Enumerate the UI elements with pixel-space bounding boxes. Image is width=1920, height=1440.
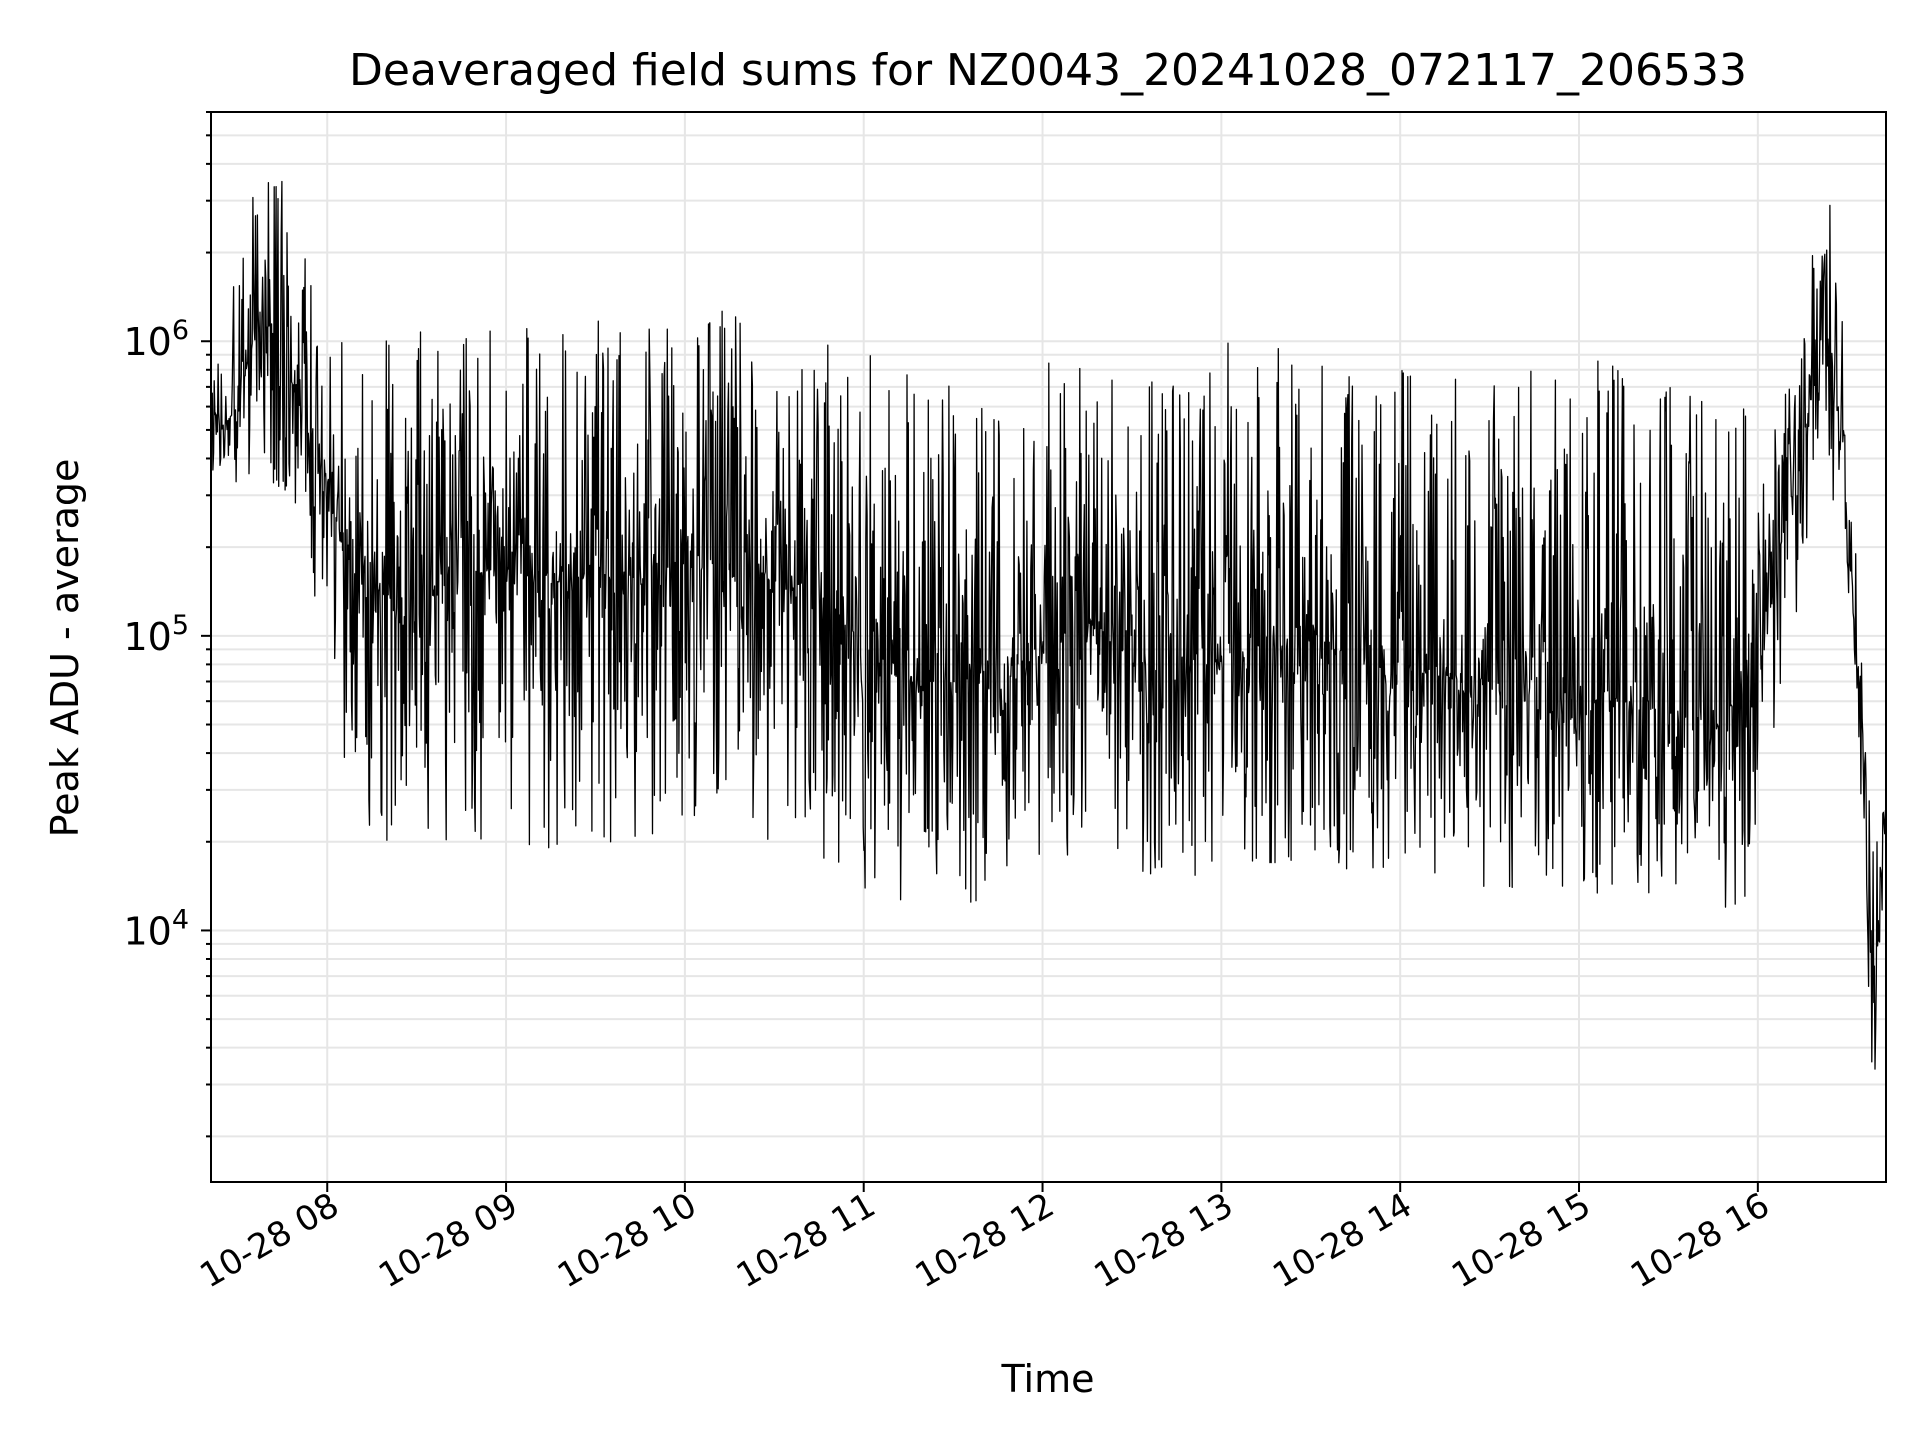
y-tick-label: 104 bbox=[123, 904, 189, 953]
y-tick-label: 105 bbox=[123, 610, 189, 659]
y-tick-label: 106 bbox=[123, 315, 189, 364]
plot-frame bbox=[210, 111, 1887, 1183]
x-axis-label: Time bbox=[1001, 1357, 1095, 1401]
y-axis: 104 105 106 bbox=[123, 111, 211, 1138]
plot-area bbox=[210, 180, 1887, 1070]
y-axis-label: Peak ADU - average bbox=[43, 459, 87, 838]
chart-title: Deaveraged field sums for NZ0043_2024102… bbox=[349, 45, 1747, 96]
series-line bbox=[210, 180, 1887, 1070]
